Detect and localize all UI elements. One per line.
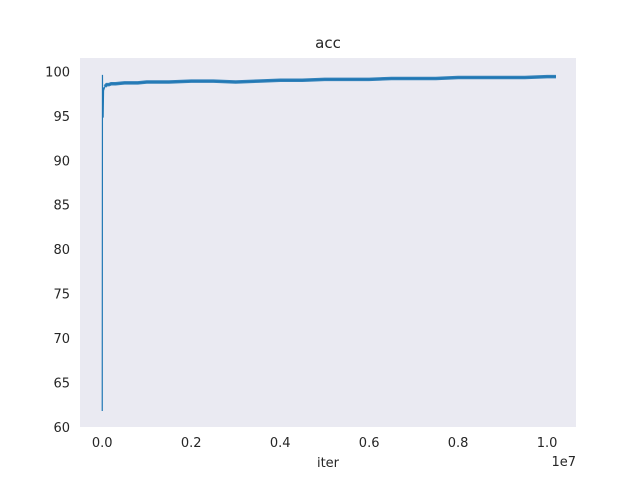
series-noise-band (103, 74, 556, 88)
x-axis-offset-label: 1e7 (551, 455, 576, 470)
plot-area (80, 58, 576, 427)
x-tick-label: 0.2 (181, 436, 202, 451)
x-axis: 0.0 0.2 0.4 0.6 0.8 1.0 (92, 436, 558, 451)
x-tick-label: 0.8 (448, 436, 469, 451)
x-tick-label: 0.4 (270, 436, 291, 451)
series-layer (101, 74, 556, 412)
y-axis: 60 65 70 75 80 85 90 95 100 (45, 65, 70, 436)
y-tick-label: 60 (53, 421, 70, 436)
y-tick-label: 80 (53, 243, 70, 258)
y-tick-label: 70 (53, 332, 70, 347)
y-tick-label: 90 (53, 154, 70, 169)
y-tick-label: 75 (53, 288, 70, 303)
x-tick-label: 0.0 (92, 436, 113, 451)
chart-title: acc (315, 34, 341, 52)
y-tick-label: 85 (53, 199, 70, 214)
y-tick-label: 65 (53, 377, 70, 392)
y-tick-label: 100 (45, 65, 70, 80)
x-tick-label: 0.6 (359, 436, 380, 451)
x-tick-label: 1.0 (537, 436, 558, 451)
y-tick-label: 95 (53, 110, 70, 125)
x-axis-label: iter (317, 456, 340, 471)
